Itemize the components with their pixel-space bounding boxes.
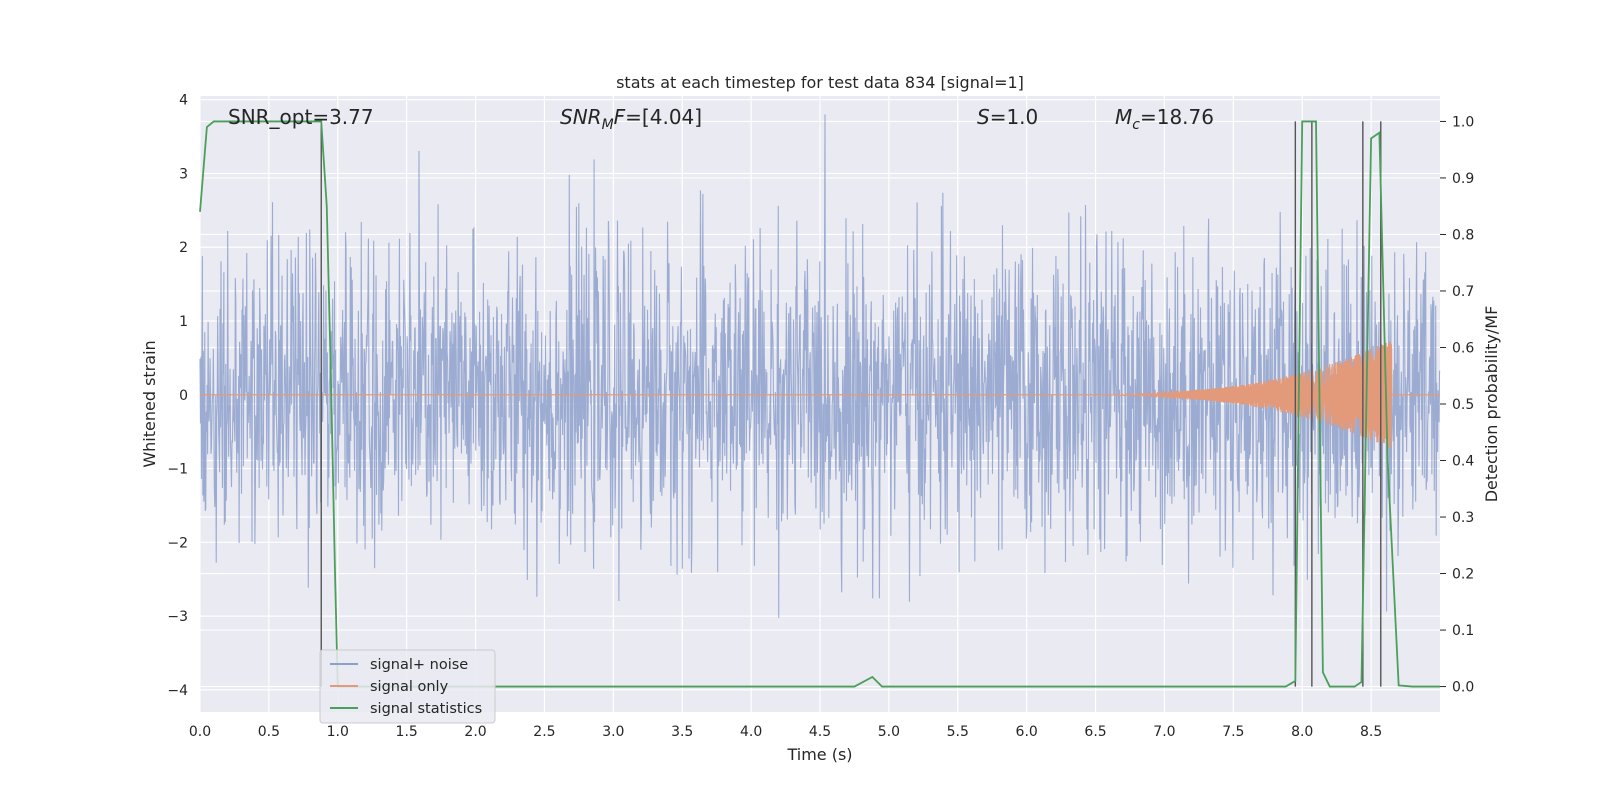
y2-tick-label: 1.0 (1452, 114, 1474, 130)
y-tick-label: −1 (167, 462, 188, 478)
x-tick-label: 1.0 (327, 724, 349, 740)
signal-noise-line (199, 114, 1441, 618)
mc-value: =18.76 (1140, 105, 1214, 129)
y2-tick-label: 0.1 (1452, 623, 1474, 639)
y2-axis-ticks: 0.0 0.1 0.2 0.3 0.4 0.5 0.6 0.7 0.8 0.9 1.0 (1440, 114, 1474, 696)
mc-sub: c (1132, 117, 1140, 133)
x-tick-label: 8.5 (1360, 724, 1382, 740)
y2-tick-label: 0.8 (1452, 227, 1474, 243)
signal-statistics-series (199, 120, 1440, 688)
x-tick-label: 0.0 (189, 724, 211, 740)
x-tick-label: 4.0 (740, 724, 762, 740)
y-tick-label: 4 (179, 93, 188, 109)
signal-noise-series (199, 114, 1441, 618)
x-tick-label: 6.5 (1084, 724, 1106, 740)
x-axis-ticks: 0.0 0.5 1.0 1.5 2.0 2.5 3.0 3.5 4.0 4.5 5.0 5.5 6.0 6… (189, 724, 1382, 740)
y2-axis-label: Detection probability/MF (1482, 306, 1501, 503)
y-tick-label: 2 (179, 240, 188, 256)
snr-mf-f: F (614, 105, 626, 129)
detection-markers (320, 121, 1382, 687)
y-tick-label: 3 (179, 166, 188, 182)
x-tick-label: 1.5 (396, 724, 418, 740)
signal-only-line (200, 341, 1440, 448)
x-tick-label: 2.0 (464, 724, 486, 740)
x-tick-label: 7.0 (1153, 724, 1175, 740)
signal-only-series (200, 341, 1440, 448)
y-tick-label: −2 (167, 535, 188, 551)
x-tick-label: 3.5 (671, 724, 693, 740)
x-tick-label: 5.5 (947, 724, 969, 740)
y-tick-label: −3 (167, 609, 188, 625)
mc-symbol: M (1115, 105, 1132, 129)
x-tick-label: 3.0 (602, 724, 624, 740)
x-tick-label: 8.0 (1291, 724, 1313, 740)
x-tick-label: 0.5 (258, 724, 280, 740)
y2-tick-label: 0.5 (1452, 397, 1474, 413)
y2-tick-label: 0.9 (1452, 171, 1474, 187)
y2-tick-label: 0.0 (1452, 680, 1474, 696)
y-axis-label: Whitened strain (140, 340, 159, 467)
legend-label-signal-only: signal only (370, 679, 449, 695)
legend-label-signal-noise: signal+ noise (370, 657, 468, 673)
s-symbol: S (977, 105, 990, 129)
y2-tick-label: 0.7 (1452, 284, 1474, 300)
y2-tick-label: 0.4 (1452, 454, 1474, 470)
signal-statistics-line (199, 120, 1440, 688)
snr-mf-value: =[4.04] (625, 105, 702, 129)
snr-mf-sub: M (602, 117, 614, 133)
snr-mf-symbol: SNR (560, 105, 602, 129)
x-tick-label: 5.0 (878, 724, 900, 740)
legend-label-signal-statistics: signal statistics (370, 701, 482, 717)
x-axis-label: Time (s) (786, 745, 852, 764)
y2-tick-label: 0.3 (1452, 510, 1474, 526)
x-tick-label: 2.5 (533, 724, 555, 740)
chart-title: stats at each timestep for test data 834… (616, 73, 1024, 92)
annotation-snr-mf: SNRMF=[4.04] (560, 105, 702, 133)
annotation-mc: Mc=18.76 (1115, 105, 1214, 133)
annotation-s: S=1.0 (977, 105, 1038, 129)
x-tick-label: 7.5 (1222, 724, 1244, 740)
x-tick-label: 6.0 (1016, 724, 1038, 740)
legend: signal+ noise signal only signal statist… (319, 649, 496, 724)
y-tick-label: 0 (179, 388, 188, 404)
annotation-snr-opt: SNR_opt=3.77 (228, 105, 374, 129)
x-tick-label: 4.5 (809, 724, 831, 740)
legend-box (319, 649, 496, 724)
y-tick-label: 1 (179, 314, 188, 330)
y-tick-label: −4 (167, 683, 188, 699)
y2-tick-label: 0.6 (1452, 340, 1474, 356)
y2-tick-label: 0.2 (1452, 567, 1474, 583)
s-value: =1.0 (990, 105, 1039, 129)
y-axis-ticks: −4 −3 −2 −1 0 1 2 3 4 (167, 93, 188, 699)
